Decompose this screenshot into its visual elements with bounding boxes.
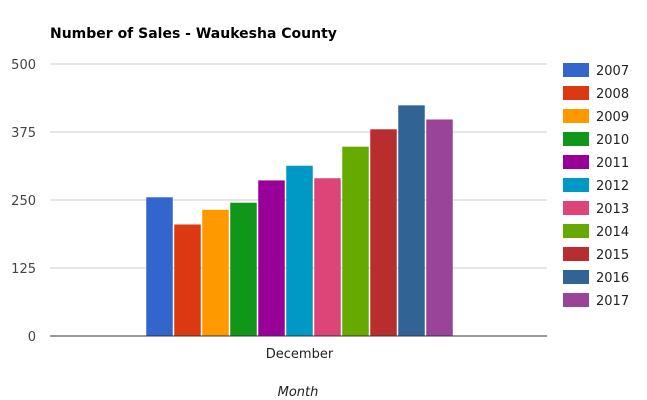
y-tick-label: 0 [28,330,36,345]
legend-item-2015[interactable]: 2015 [563,247,629,263]
legend-item-2013[interactable]: 2013 [563,201,629,217]
legend-swatch [563,224,589,238]
legend-swatch [563,132,589,146]
legend-item-2012[interactable]: 2012 [563,178,629,194]
legend-label: 2017 [596,294,629,309]
legend-swatch [563,109,589,123]
legend-label: 2014 [596,225,629,240]
legend-label: 2010 [596,133,629,148]
bar-2009[interactable] [202,209,229,336]
bar-2014[interactable] [342,146,369,336]
legend: 2007 2008 2009 2010 2011 2012 2013 2014 2015 2016… [563,63,629,309]
y-tick-label: 250 [11,194,36,209]
legend-swatch [563,270,589,284]
legend-item-2010[interactable]: 2010 [563,132,629,148]
bar-2010[interactable] [230,202,257,336]
x-category-label: December [266,347,334,362]
legend-label: 2009 [596,110,629,125]
legend-swatch [563,178,589,192]
legend-item-2009[interactable]: 2009 [563,109,629,125]
legend-swatch [563,155,589,169]
bar-2007[interactable] [146,197,173,336]
legend-swatch [563,63,589,77]
legend-swatch [563,247,589,261]
legend-label: 2015 [596,248,629,263]
bar-2008[interactable] [174,224,201,336]
legend-item-2014[interactable]: 2014 [563,224,629,240]
legend-label: 2007 [596,64,629,79]
legend-label: 2008 [596,87,629,102]
y-tick-label: 500 [11,58,36,73]
legend-item-2016[interactable]: 2016 [563,270,629,286]
bars [146,105,453,337]
legend-item-2007[interactable]: 2007 [563,63,629,79]
legend-swatch [563,201,589,215]
y-tick-label: 375 [11,126,36,141]
legend-label: 2012 [596,179,629,194]
bar-2011[interactable] [258,180,285,336]
chart-title: Number of Sales - Waukesha County [50,26,337,42]
bar-2017[interactable] [426,119,453,336]
legend-label: 2011 [596,156,629,171]
legend-swatch [563,86,589,100]
bar-2015[interactable] [370,129,397,336]
bar-2016[interactable] [398,105,425,337]
x-axis-categories: December [266,347,334,362]
y-axis-ticks: 0 125 250 375 500 [11,58,36,345]
legend-label: 2016 [596,271,629,286]
legend-label: 2013 [596,202,629,217]
legend-item-2008[interactable]: 2008 [563,86,629,102]
x-axis-label: Month [278,385,319,400]
y-tick-label: 125 [11,262,36,277]
legend-item-2017[interactable]: 2017 [563,293,629,309]
legend-item-2011[interactable]: 2011 [563,155,629,171]
bar-2012[interactable] [286,165,313,336]
bar-2013[interactable] [314,178,341,336]
legend-swatch [563,293,589,307]
